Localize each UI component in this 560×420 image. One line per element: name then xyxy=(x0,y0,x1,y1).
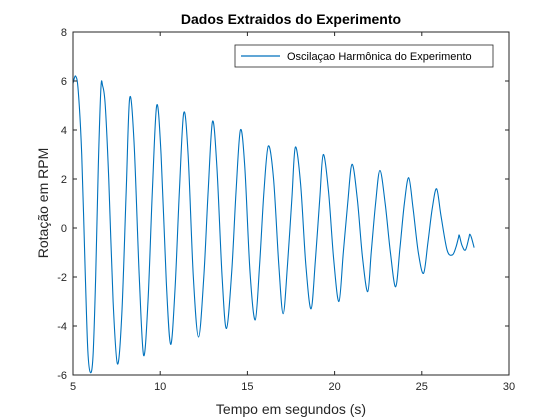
series-layer xyxy=(72,75,475,374)
x-axis-label: Tempo em segundos (s) xyxy=(216,401,366,417)
x-axis-ticks: 5 10 15 20 25 30 xyxy=(70,32,515,393)
y-tick-label: 6 xyxy=(61,76,67,88)
y-tick-label: 4 xyxy=(61,125,67,137)
y-tick-label: -4 xyxy=(57,321,67,333)
legend-box xyxy=(234,44,494,68)
axes-box xyxy=(72,31,510,376)
y-axis-label: Rotação em RPM xyxy=(35,148,51,258)
plot-area xyxy=(73,32,509,375)
x-tick-label: 25 xyxy=(416,381,428,393)
x-tick-label: 30 xyxy=(503,381,515,393)
y-tick-label: -2 xyxy=(57,272,67,284)
legend: Oscilaçao Harmônica do Experimento xyxy=(234,44,494,68)
y-tick-label: -6 xyxy=(57,370,67,382)
legend-label: Oscilaçao Harmônica do Experimento xyxy=(287,51,472,63)
series-line xyxy=(72,75,475,374)
chart-title: Dados Extraidos do Experimento xyxy=(181,11,401,27)
y-tick-label: 2 xyxy=(61,174,67,186)
x-tick-label: 10 xyxy=(154,381,166,393)
y-tick-label: 8 xyxy=(61,27,67,39)
y-axis-ticks: -6 -4 -2 0 2 4 6 8 xyxy=(57,27,509,382)
x-tick-label: 15 xyxy=(241,381,253,393)
x-tick-label: 5 xyxy=(70,381,76,393)
x-tick-label: 20 xyxy=(328,381,340,393)
y-tick-label: 0 xyxy=(61,223,67,235)
